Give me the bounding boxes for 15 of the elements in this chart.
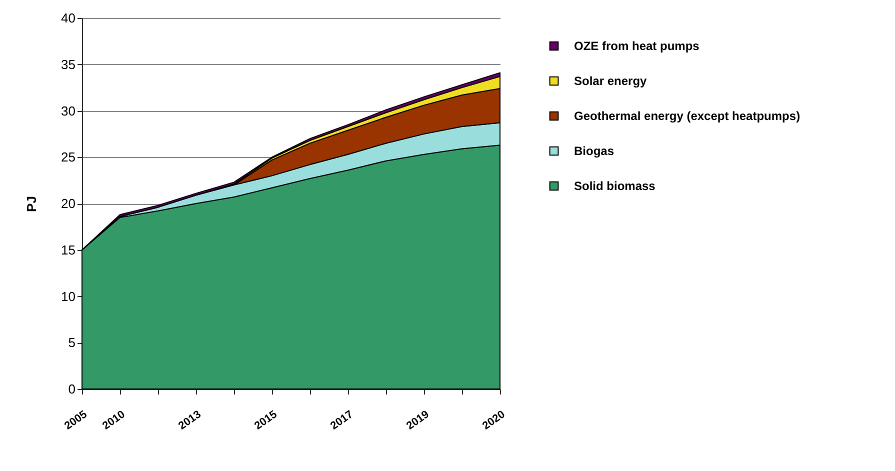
legend-label: Solid biomass — [574, 179, 656, 193]
legend-label: Solar energy — [574, 74, 648, 88]
y-axis-title: PJ — [24, 196, 40, 212]
legend-label: OZE from heat pumps — [574, 39, 700, 53]
y-tick-label: 40 — [61, 10, 76, 26]
legend-label: Geothermal energy (except heatpumps) — [574, 109, 800, 123]
y-tick-label: 5 — [68, 335, 76, 350]
y-tick-label: 15 — [61, 242, 76, 258]
y-tick-label: 0 — [68, 382, 76, 396]
y-tick-label: 30 — [61, 103, 76, 118]
y-tick-label: 20 — [61, 196, 76, 211]
legend-label: Biogas — [574, 144, 614, 158]
y-tick-label: 10 — [61, 288, 76, 304]
y-tick-label: 25 — [61, 150, 76, 165]
y-tick-label: 35 — [61, 56, 76, 72]
